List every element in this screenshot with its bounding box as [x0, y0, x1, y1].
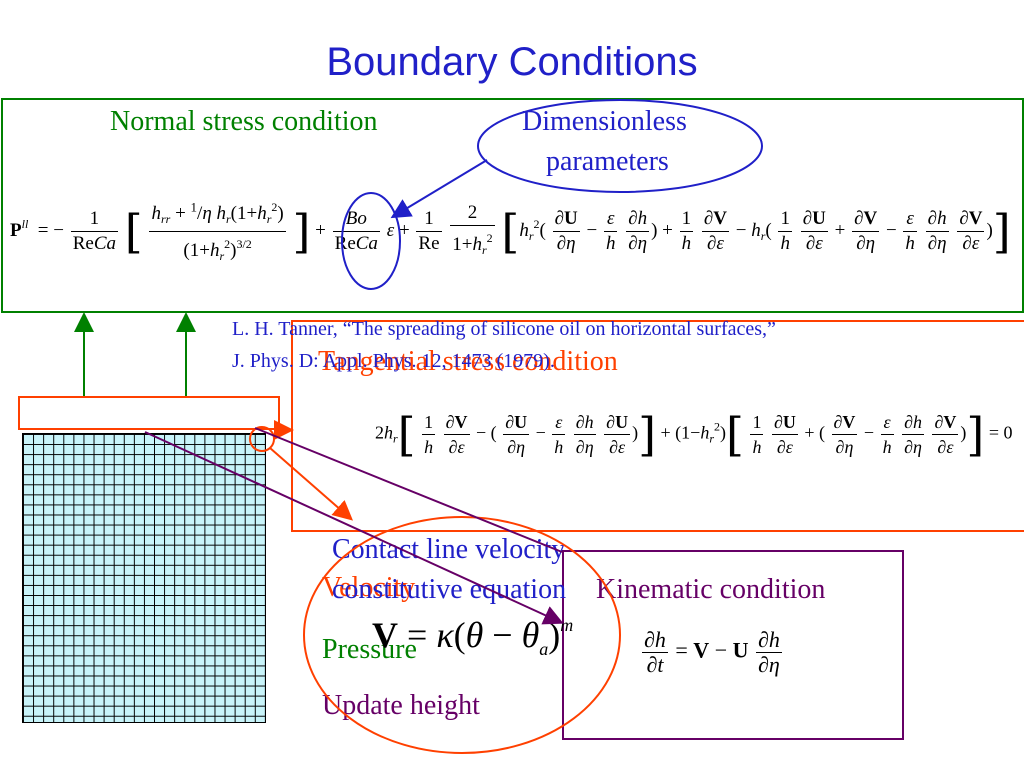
reference-line2: J. Phys. D: Appl. Phys. 12, 1473 (1979).	[232, 350, 555, 372]
normal-stress-label: Normal stress condition	[110, 106, 378, 137]
contact-line-equation: V = κ(θ − θa)m	[372, 615, 574, 659]
constitutive-label: constitutive equation	[332, 574, 567, 605]
slide-title: Boundary Conditions	[326, 40, 698, 84]
top-surface-strip	[18, 396, 280, 430]
dimensionless-label-line2: parameters	[546, 146, 669, 177]
mesh-grid	[22, 433, 266, 723]
tangential-stress-label: Tangential stress condition	[318, 346, 618, 377]
kinematic-equation: ∂h ∂t = V − U ∂h ∂η	[642, 627, 782, 677]
reference-line1: L. H. Tanner, “The spreading of silicone…	[232, 318, 776, 340]
update-height-label: Update height	[322, 690, 480, 721]
normal-stress-equation: Pll = − 1 ReCa [ hrr + 1/η hr(1+hr2) (1+hr…	[10, 195, 1011, 268]
dimensionless-label-line1: Dimensionless	[522, 106, 687, 137]
kinematic-label: Kinematic condition	[596, 574, 826, 605]
contact-line-label: Contact line velocity	[332, 534, 566, 565]
